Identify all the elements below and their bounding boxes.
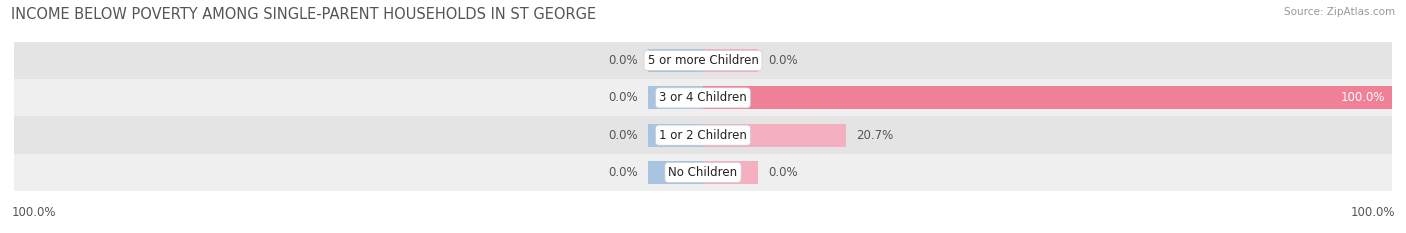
Bar (703, 86, 1392, 110)
Text: Source: ZipAtlas.com: Source: ZipAtlas.com (1284, 7, 1395, 17)
Text: 100.0%: 100.0% (11, 206, 56, 219)
Bar (14, 116, 1392, 154)
Text: 0.0%: 0.0% (769, 166, 799, 179)
Bar (703, 161, 758, 184)
Text: 0.0%: 0.0% (607, 166, 637, 179)
Text: INCOME BELOW POVERTY AMONG SINGLE-PARENT HOUSEHOLDS IN ST GEORGE: INCOME BELOW POVERTY AMONG SINGLE-PARENT… (11, 7, 596, 22)
Text: 5 or more Children: 5 or more Children (648, 54, 758, 67)
Text: 0.0%: 0.0% (607, 129, 637, 142)
Text: 1 or 2 Children: 1 or 2 Children (659, 129, 747, 142)
Text: No Children: No Children (668, 166, 738, 179)
Text: 100.0%: 100.0% (1340, 91, 1385, 104)
Text: 3 or 4 Children: 3 or 4 Children (659, 91, 747, 104)
Bar (648, 123, 703, 147)
Bar (648, 86, 703, 110)
Text: 100.0%: 100.0% (1350, 206, 1395, 219)
Bar (14, 154, 1392, 191)
Text: 0.0%: 0.0% (607, 54, 637, 67)
Bar (14, 79, 1392, 116)
Text: 0.0%: 0.0% (769, 54, 799, 67)
Bar (648, 49, 703, 72)
Bar (14, 42, 1392, 79)
Bar (703, 123, 845, 147)
Text: 0.0%: 0.0% (607, 91, 637, 104)
Bar (648, 161, 703, 184)
Text: 20.7%: 20.7% (856, 129, 893, 142)
Bar (703, 49, 758, 72)
